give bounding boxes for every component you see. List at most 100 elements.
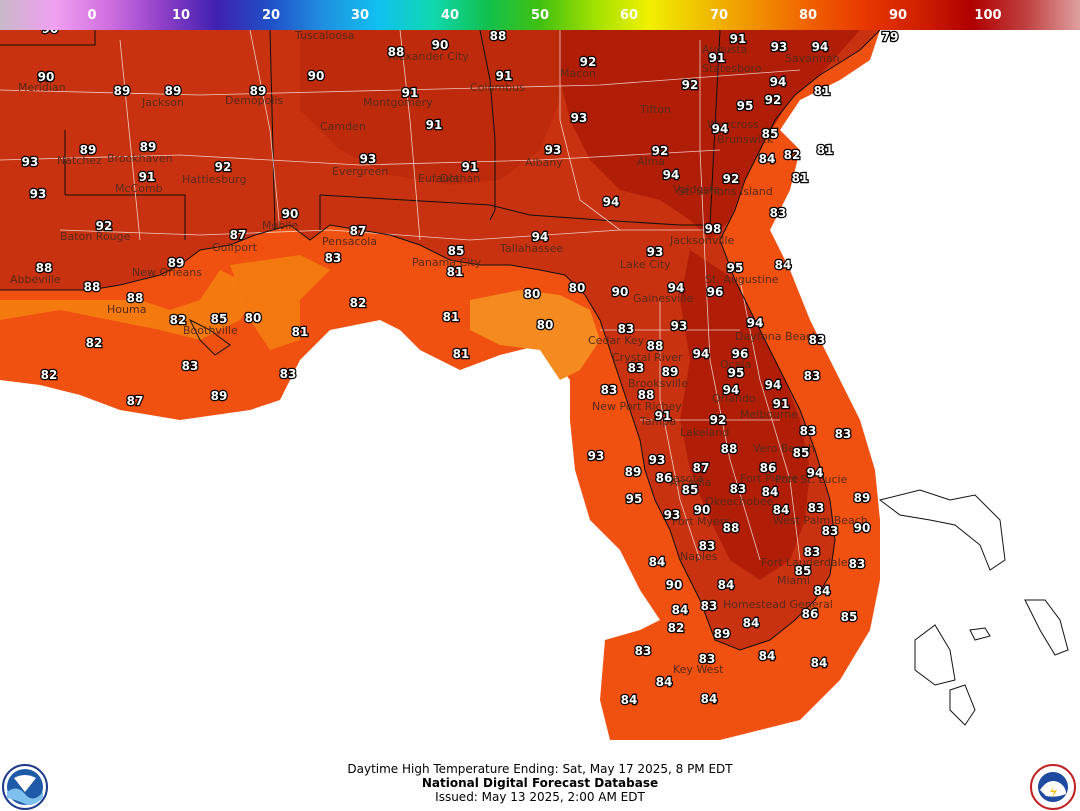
temperature-value: 90 (666, 578, 683, 592)
temperature-value: 93 (545, 143, 562, 157)
city-label: Naples (680, 550, 718, 563)
temperature-value: 89 (80, 143, 97, 157)
city-label: Boothville (183, 324, 238, 337)
city-label: Hattiesburg (182, 173, 246, 186)
temperature-value: 90 (42, 30, 59, 36)
temperature-value: 84 (743, 616, 760, 630)
temperature-value: 83 (730, 482, 747, 496)
temperature-value: 88 (721, 442, 738, 456)
temperature-value: 95 (737, 99, 754, 113)
temperature-value: 93 (38, 70, 55, 84)
temperature-value: 86 (802, 607, 819, 621)
temperature-value: 81 (817, 143, 834, 157)
temperature-value: 93 (22, 155, 39, 169)
temperature-value: 84 (621, 693, 638, 707)
temperature-value: 90 (282, 207, 299, 221)
city-label: Valdosta (673, 183, 720, 196)
city-label: Sarasota (655, 472, 704, 485)
temperature-value: 95 (728, 366, 745, 380)
temperature-value: 83 (800, 424, 817, 438)
temperature-value: 92 (682, 78, 699, 92)
temperature-value: 88 (723, 521, 740, 535)
temperature-value: 93 (647, 245, 664, 259)
temperature-value: 85 (841, 610, 858, 624)
temperature-value: 82 (668, 621, 685, 635)
temperature-value: 87 (230, 228, 247, 242)
city-label: Alma (637, 155, 665, 168)
temperature-value: 89 (625, 465, 642, 479)
temperature-value: 89 (168, 256, 185, 270)
temperature-value: 94 (693, 347, 710, 361)
city-label: Camden (320, 120, 366, 133)
temperature-value: 94 (812, 40, 829, 54)
temperature-value: 82 (170, 313, 187, 327)
city-label: St. Augustine (705, 273, 779, 286)
temperature-value: 83 (601, 383, 618, 397)
temperature-value: 90 (612, 285, 629, 299)
city-label: Augusta (702, 43, 747, 56)
city-label: St. Simons Island (678, 185, 773, 198)
temperature-value: 88 (490, 30, 507, 43)
city-label: Alexander City (388, 50, 469, 63)
temperature-value: 91 (139, 170, 156, 184)
temperature-value: 82 (41, 368, 58, 382)
temperature-labels: 9088908891939479919291929389898990919481… (20, 30, 899, 708)
city-label: Waycross (707, 118, 759, 131)
temperature-value: 89 (250, 84, 267, 98)
colorbar-tick-label: 20 (261, 8, 281, 23)
temperature-value: 83 (822, 524, 839, 538)
temperature-value: 83 (804, 369, 821, 383)
city-label: Montgomery (363, 96, 433, 109)
city-label: Albany (525, 156, 563, 169)
temperature-value: 93 (649, 453, 666, 467)
temperature-value: 83 (835, 427, 852, 441)
temperature-value: 82 (350, 296, 367, 310)
city-label: Crystal River (612, 351, 683, 364)
temperature-value: 85 (795, 564, 812, 578)
city-label: Vero Beach (753, 442, 815, 455)
temperature-value: 89 (662, 365, 679, 379)
temperature-value: 89 (854, 491, 871, 505)
city-label: Tampa (639, 415, 676, 428)
temperature-value: 83 (808, 501, 825, 515)
temperature-value: 84 (759, 152, 776, 166)
temperature-value: 82 (86, 336, 103, 350)
city-label: Tallahassee (499, 242, 563, 255)
temperature-value: 85 (211, 312, 228, 326)
hot-core-florida (680, 250, 810, 580)
temperature-value: 83 (701, 599, 718, 613)
temperature-value: 81 (814, 84, 831, 98)
temperature-value: 90 (694, 503, 711, 517)
coastline (0, 30, 881, 651)
city-label: Okeechobee (705, 495, 774, 508)
city-label: Columbus (470, 81, 525, 94)
temperature-value: 84 (672, 603, 689, 617)
temperature-value: 84 (762, 485, 779, 499)
temperature-value: 94 (770, 75, 787, 89)
temperature-value: 91 (426, 118, 443, 132)
temperature-value: 93 (771, 40, 788, 54)
highways (0, 30, 801, 561)
temperature-value: 86 (656, 471, 673, 485)
temperature-value: 93 (571, 111, 588, 125)
temperature-value: 83 (849, 557, 866, 571)
temperature-value: 88 (638, 388, 655, 402)
temperature-value: 93 (671, 319, 688, 333)
temperature-value: 94 (603, 195, 620, 209)
city-label: Fort Pierce (740, 472, 799, 485)
temperature-value: 94 (807, 466, 824, 480)
colorbar-tick-label: 10 (171, 8, 191, 23)
temperature-value: 92 (723, 172, 740, 186)
temperature-value: 92 (96, 219, 113, 233)
temperature-value: 90 (38, 70, 55, 84)
temperature-value: 90 (854, 521, 871, 535)
state-borders (0, 30, 721, 240)
city-label: Gainesville (633, 292, 693, 305)
temperature-value: 87 (127, 394, 144, 408)
city-label: Pensacola (322, 235, 377, 248)
city-label: Houma (107, 303, 146, 316)
forecast-map: Tuscaloosa Alexander City Columbus Macon Aug… (0, 30, 1069, 740)
temperature-value: 91 (655, 409, 672, 423)
city-label: Cedar Key (588, 334, 645, 347)
temperature-value: 84 (811, 656, 828, 670)
